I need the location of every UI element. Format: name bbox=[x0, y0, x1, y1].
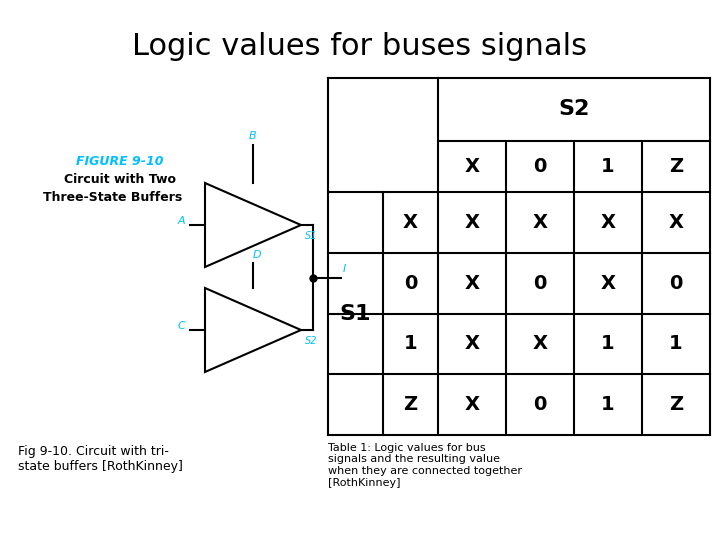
Text: X: X bbox=[464, 274, 480, 293]
Text: X: X bbox=[600, 213, 616, 232]
Text: Three-State Buffers: Three-State Buffers bbox=[43, 191, 183, 204]
Text: X: X bbox=[464, 334, 480, 353]
Text: 0: 0 bbox=[534, 157, 546, 176]
Text: Z: Z bbox=[669, 395, 683, 414]
Text: 1: 1 bbox=[601, 395, 615, 414]
Text: Z: Z bbox=[403, 395, 418, 414]
Text: Circuit with Two: Circuit with Two bbox=[64, 173, 176, 186]
Text: X: X bbox=[668, 213, 683, 232]
Text: Logic values for buses signals: Logic values for buses signals bbox=[132, 32, 588, 62]
Text: 0: 0 bbox=[404, 274, 418, 293]
Text: X: X bbox=[464, 213, 480, 232]
Text: 1: 1 bbox=[601, 334, 615, 353]
Text: A: A bbox=[177, 216, 185, 226]
Text: 1: 1 bbox=[601, 157, 615, 176]
Text: 0: 0 bbox=[534, 274, 546, 293]
Text: Table 1: Logic values for bus
signals and the resulting value
when they are conn: Table 1: Logic values for bus signals an… bbox=[328, 443, 521, 488]
Text: FIGURE 9-10: FIGURE 9-10 bbox=[76, 155, 163, 168]
Text: I: I bbox=[343, 264, 346, 274]
Text: S1: S1 bbox=[340, 303, 371, 323]
Text: X: X bbox=[403, 213, 418, 232]
Text: X: X bbox=[600, 274, 616, 293]
Text: Fig 9-10. Circuit with tri-
state buffers [RothKinney]: Fig 9-10. Circuit with tri- state buffer… bbox=[18, 445, 183, 473]
Text: X: X bbox=[533, 334, 548, 353]
Text: X: X bbox=[533, 213, 548, 232]
Text: 1: 1 bbox=[669, 334, 683, 353]
Text: S2: S2 bbox=[559, 99, 590, 119]
Text: 0: 0 bbox=[670, 274, 683, 293]
Text: X: X bbox=[464, 395, 480, 414]
Text: Z: Z bbox=[669, 157, 683, 176]
Text: B: B bbox=[249, 131, 257, 141]
Text: D: D bbox=[253, 250, 261, 260]
Text: 0: 0 bbox=[534, 395, 546, 414]
Text: C: C bbox=[177, 321, 185, 331]
Text: 1: 1 bbox=[404, 334, 418, 353]
Text: X: X bbox=[464, 157, 480, 176]
Text: S1: S1 bbox=[305, 231, 318, 241]
Text: S2: S2 bbox=[305, 336, 318, 346]
